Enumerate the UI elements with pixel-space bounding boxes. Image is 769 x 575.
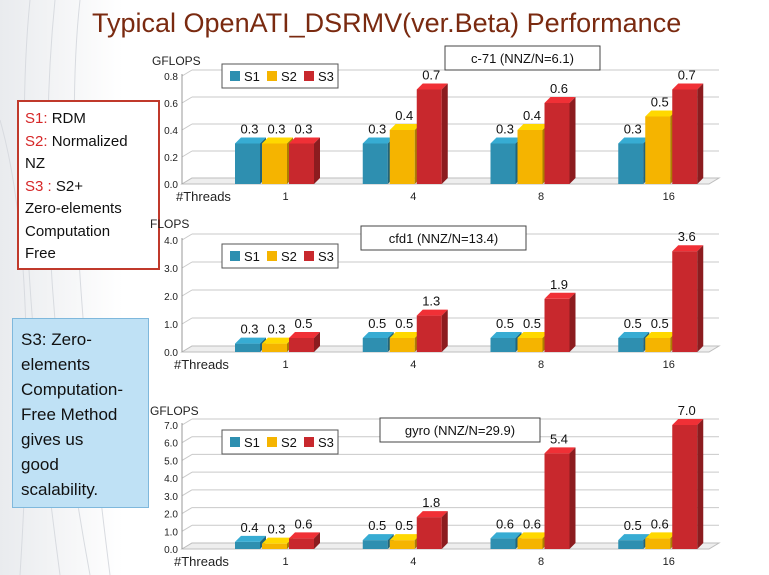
note-line: gives us [21,430,84,449]
note-line: scalability. [21,480,99,499]
note-line: elements [21,355,90,374]
legend-row: NZ [25,155,45,172]
series-definition-box: S1: RDM S2: Normalized NZ S3 : S2+ Zero-… [17,100,160,270]
legend-row: S1: RDM [25,110,86,127]
legend-row: S2: Normalized [25,132,128,150]
legend-row: S3 : S2+ [25,177,83,195]
note-line: S3: Zero- [21,330,92,349]
note-line: good [21,455,59,474]
slide-title: Typical OpenATI_DSRMV(ver.Beta) Performa… [92,8,682,38]
scalability-note: S3: Zero- elements Computation- Free Met… [12,318,149,508]
legend-row: Zero-elements [25,200,122,217]
legend-row: Free [25,245,56,262]
legend-row: Computation [25,222,111,240]
note-line: Computation- [21,380,124,399]
note-line: Free Method [21,405,118,424]
